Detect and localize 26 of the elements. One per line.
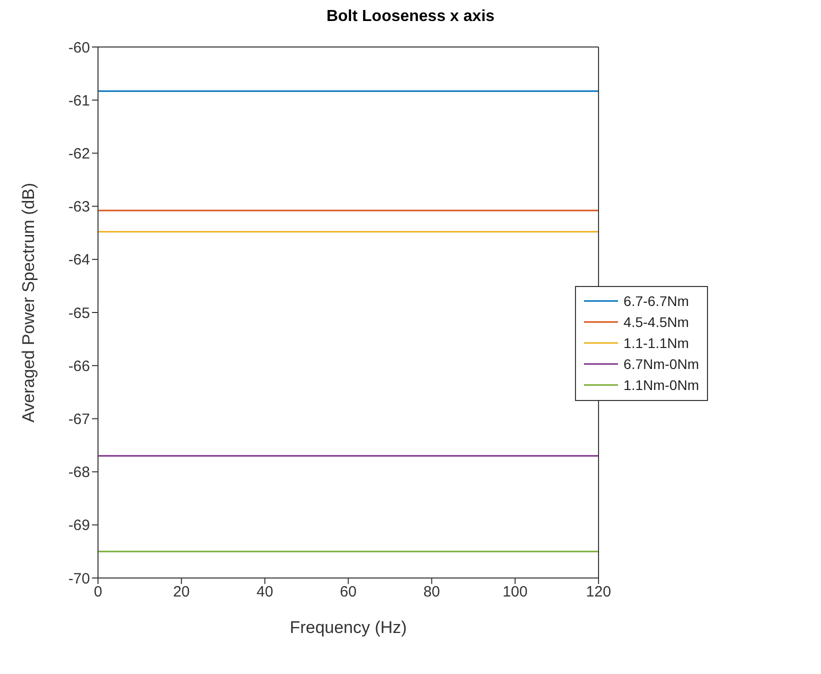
legend-label: 6.7Nm-0Nm	[624, 354, 699, 374]
y-axis-title: Averaged Power Spectrum (dB)	[19, 182, 38, 422]
y-tick-label: -68	[68, 464, 90, 482]
chart-title: Bolt Looseness x axis	[325, 8, 496, 27]
legend-label: 6.7-6.7Nm	[624, 292, 689, 310]
y-tick-label: -65	[68, 304, 90, 322]
x-tick-label: 20	[173, 584, 190, 601]
legend-label: 4.5-4.5Nm	[624, 312, 689, 332]
y-tick-label: -63	[68, 198, 90, 216]
y-tick-label: -61	[68, 92, 90, 110]
y-tick-label: -67	[68, 411, 90, 428]
x-tick-label: 60	[340, 584, 357, 601]
y-tick-label: -64	[68, 252, 90, 269]
y-tick-label: -62	[68, 146, 90, 163]
y-tick-label: -69	[68, 517, 90, 534]
x-tick-label: 100	[502, 584, 528, 601]
x-tick-label: 40	[256, 584, 274, 601]
x-tick-label: 80	[423, 584, 440, 601]
x-axis-title: Frequency (Hz)	[290, 618, 407, 637]
y-tick-label: -70	[68, 570, 90, 588]
legend-label: 1.1Nm-0Nm	[624, 376, 699, 394]
y-tick-label: -60	[68, 39, 90, 56]
x-tick-label: 120	[586, 584, 612, 601]
x-tick-label: 0	[94, 584, 102, 601]
y-tick-label: -66	[68, 358, 90, 375]
legend-label: 1.1-1.1Nm	[624, 334, 689, 352]
